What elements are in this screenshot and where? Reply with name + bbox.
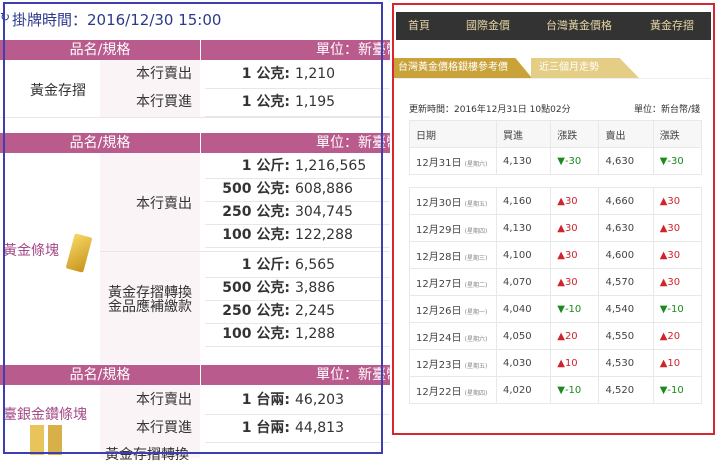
- table-header: 品名/規格: [0, 40, 200, 60]
- gold-bar-image: [65, 233, 93, 273]
- table-row: 12月28日 (星期三) 4,100 ▲30 4,600 ▲30: [409, 241, 703, 269]
- table-row: 12月29日 (星期四) 4,130 ▲30 4,630 ▲30: [409, 214, 703, 242]
- update-time: 更新時間：2016年12月31日 10點02分: [409, 105, 571, 115]
- tab-reference-price[interactable]: 台灣黃金價格銀樓參考價: [394, 58, 532, 78]
- price-cell: 1 公斤:: [241, 158, 290, 174]
- nav-tw-gold[interactable]: 台灣黃金價格: [546, 19, 612, 32]
- table-row: 12月27日 (星期二) 4,070 ▲30 4,570 ▲30: [409, 268, 703, 296]
- price-cell: 1 台兩:: [241, 420, 290, 436]
- row-label: 本行買進: [136, 94, 192, 110]
- col-buy: 買進: [495, 120, 552, 148]
- table-row: 12月26日 (星期一) 4,040 ▼-10 4,540 ▼-10: [409, 295, 703, 323]
- price-cell: 1 公斤:: [241, 257, 290, 273]
- nav-intl-gold[interactable]: 國際金價: [466, 19, 510, 32]
- price-cell: 100 公克:: [222, 227, 290, 243]
- unit-label: 單位：新台幣/錢: [634, 105, 701, 115]
- quote-time: 掛牌時間：2016/12/30 15:00: [12, 11, 222, 29]
- latest-table: 日期 買進 漲跌 賣出 漲跌 12月31日 (星期六) 4,130 ▼-30 4…: [409, 120, 703, 175]
- price-cell: 500 公克:: [222, 181, 290, 197]
- row-label: 本行買進: [136, 420, 192, 436]
- product-name: 黃金條塊: [3, 243, 59, 259]
- diamond-bar-image: [30, 425, 44, 455]
- history-table: 12月30日 (星期五) 4,160 ▲30 4,660 ▲30 12月29日 (星期四)…: [409, 187, 703, 404]
- col-sell: 賣出: [598, 120, 654, 148]
- nav-gold-passbook[interactable]: 黃金存摺: [650, 19, 694, 32]
- price-cell: 100 公克:: [222, 326, 290, 342]
- price-cell: 1 台兩:: [241, 392, 290, 408]
- table-row: 12月24日 (星期六) 4,050 ▲20 4,550 ▲20: [409, 322, 703, 350]
- table-header: 日期 買進 漲跌 賣出 漲跌: [409, 120, 703, 148]
- price-cell: 1 公克:: [241, 94, 290, 110]
- table-row: 12月22日 (星期四) 4,020 ▼-10 4,520 ▼-10: [409, 376, 703, 404]
- price-cell: 500 公克:: [222, 280, 290, 296]
- tab-three-month-trend[interactable]: 近三個月走勢: [531, 58, 639, 78]
- product-name: 黃金存摺: [30, 83, 86, 99]
- nav-home[interactable]: 首頁: [408, 19, 430, 32]
- price-cell: 250 公克:: [222, 303, 290, 319]
- row-label: 本行賣出: [136, 66, 192, 82]
- col-sell-change: 漲跌: [652, 120, 703, 148]
- table-row: 12月30日 (星期五) 4,160 ▲30 4,660 ▲30: [409, 187, 703, 215]
- price-cell: 1 公克:: [241, 66, 290, 82]
- table-row: 12月31日 (星期六) 4,130 ▼-30 4,630 ▼-30: [409, 147, 703, 175]
- col-buy-change: 漲跌: [550, 120, 600, 148]
- table-header: 品名/規格: [0, 365, 200, 385]
- table-header: 品名/規格: [0, 133, 200, 153]
- product-name: 臺銀金鑽條塊: [3, 407, 87, 423]
- row-label: 本行賣出: [136, 392, 192, 408]
- top-nav: 首頁 國際金價 台灣黃金價格 黃金存摺: [396, 12, 711, 40]
- refresh-icon[interactable]: ↻: [0, 10, 11, 24]
- price-cell: 250 公克:: [222, 204, 290, 220]
- table-row: 12月23日 (星期五) 4,030 ▲10 4,530 ▲10: [409, 349, 703, 377]
- col-date: 日期: [409, 120, 497, 148]
